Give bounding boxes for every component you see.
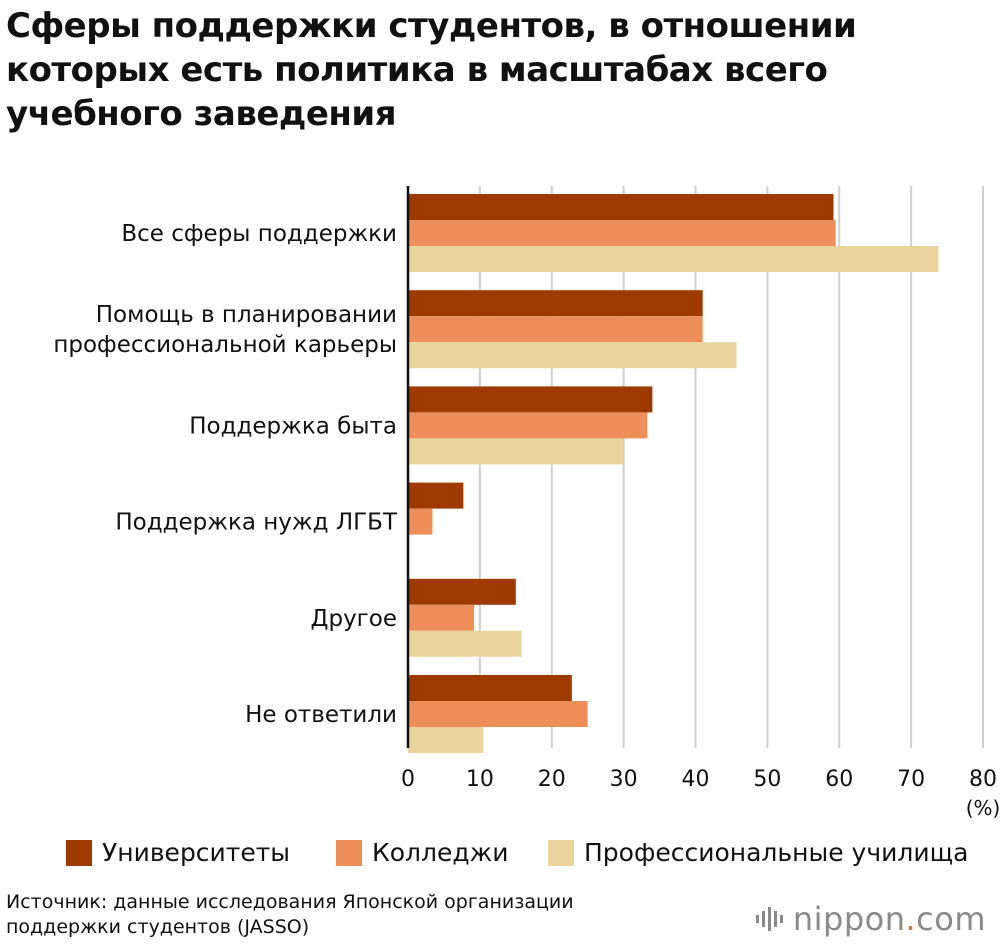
legend-label-universities: Университеты bbox=[102, 838, 291, 867]
x-tick-label: 40 bbox=[682, 767, 710, 792]
legend-item-colleges: Колледжи bbox=[336, 838, 508, 867]
label-layer: 0 10 20 30 40 50 60 70 80 (%) Все сферы поддержки П… bbox=[53, 221, 1000, 820]
bar bbox=[408, 604, 475, 631]
category-label: Поддержка нужд ЛГБТ bbox=[115, 510, 398, 536]
bar bbox=[408, 342, 737, 369]
bar bbox=[408, 220, 836, 246]
bar bbox=[408, 412, 648, 439]
legend: Университеты Колледжи Профессиональные у… bbox=[0, 838, 1000, 878]
legend-swatch-universities bbox=[66, 839, 92, 866]
bar bbox=[408, 701, 588, 727]
x-tick-label: 60 bbox=[825, 767, 853, 792]
legend-label-colleges: Колледжи bbox=[372, 838, 509, 867]
bar bbox=[408, 438, 623, 465]
legend-label-vocational: Профессиональные училища bbox=[584, 838, 969, 867]
source-note: Источник: данные исследования Японской о… bbox=[6, 890, 686, 940]
brand-logo: nippon.com bbox=[755, 900, 986, 938]
bar bbox=[408, 675, 572, 701]
bar bbox=[408, 482, 464, 509]
brand-dot: . bbox=[905, 900, 917, 938]
chart-title: Сферы поддержки студентов, в отношении к… bbox=[6, 6, 857, 134]
bar-layer bbox=[408, 194, 939, 753]
x-tick-label: 10 bbox=[466, 767, 494, 792]
legend-swatch-colleges bbox=[336, 839, 362, 866]
x-tick-label: 70 bbox=[897, 767, 925, 792]
bar bbox=[408, 194, 834, 220]
brand-text: nippon.com bbox=[793, 900, 986, 938]
x-tick-label: 80 bbox=[969, 767, 997, 792]
brand-name: nippon bbox=[792, 900, 906, 938]
x-tick-label: 30 bbox=[610, 767, 638, 792]
x-tick-label: 20 bbox=[538, 767, 566, 792]
x-tick-label: 50 bbox=[753, 767, 781, 792]
bar bbox=[408, 386, 653, 413]
x-tick-label: 0 bbox=[401, 767, 415, 792]
bar bbox=[408, 578, 516, 605]
category-label: Все сферы поддержки bbox=[121, 221, 397, 247]
category-label: Не ответили bbox=[245, 702, 397, 728]
source-line-2: поддержки студентов (JASSO) bbox=[6, 916, 310, 938]
bar bbox=[408, 727, 484, 753]
bar bbox=[408, 290, 703, 317]
legend-item-vocational: Профессиональные училища bbox=[548, 838, 968, 867]
bar bbox=[408, 246, 939, 272]
brand-suffix: com bbox=[916, 900, 986, 938]
category-label: Поддержка быта bbox=[189, 413, 397, 439]
bar bbox=[408, 508, 433, 535]
source-line-1: Источник: данные исследования Японской о… bbox=[6, 891, 574, 913]
bar bbox=[408, 316, 703, 343]
sound-wave-icon bbox=[755, 907, 783, 931]
legend-item-universities: Университеты bbox=[66, 838, 290, 867]
legend-swatch-vocational bbox=[548, 839, 574, 866]
category-label: Помощь в планировании профессиональной ка… bbox=[53, 302, 397, 358]
bar-chart: 0 10 20 30 40 50 60 70 80 (%) Все сферы поддержки П… bbox=[53, 186, 1000, 820]
bar bbox=[408, 630, 522, 657]
x-axis-unit: (%) bbox=[966, 796, 1000, 820]
category-label: Другое bbox=[311, 606, 398, 632]
